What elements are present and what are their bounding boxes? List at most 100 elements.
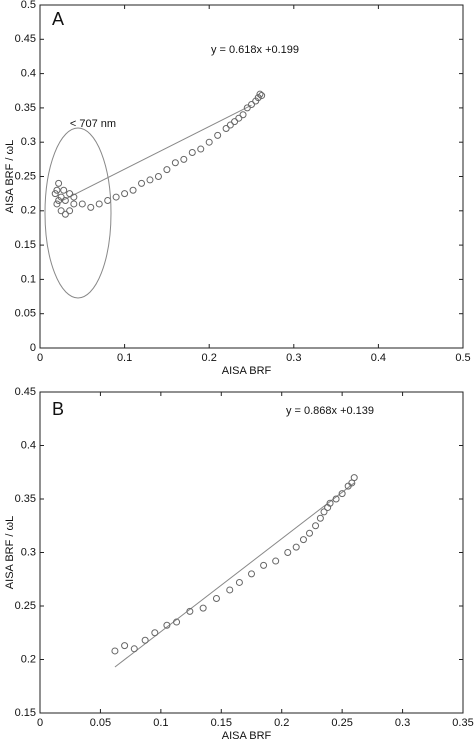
data-point	[53, 200, 61, 208]
data-point	[51, 190, 59, 198]
data-point	[199, 604, 207, 612]
y-tick-label: 0.35	[15, 102, 36, 114]
data-point	[61, 197, 69, 205]
data-point	[205, 138, 213, 146]
data-point	[66, 207, 74, 215]
data-point	[57, 207, 65, 215]
y-tick-label: 0.05	[15, 308, 36, 320]
y-tick-label: 0.3	[21, 546, 36, 558]
fit-line	[114, 482, 355, 668]
data-point	[53, 186, 61, 194]
data-point	[78, 200, 86, 208]
data-point	[151, 629, 159, 637]
data-point	[214, 131, 222, 139]
data-point	[112, 193, 120, 201]
y-tick-label: 0.15	[15, 239, 36, 251]
data-point	[348, 479, 356, 487]
x-tick-label: 0.35	[452, 717, 473, 729]
x-tick-label: 0.2	[202, 352, 217, 364]
panel-label: B	[52, 399, 64, 419]
x-tick-label: 0	[37, 717, 43, 729]
data-point	[272, 557, 280, 565]
y-tick-label: 0.2	[21, 205, 36, 217]
y-tick-label: 0.5	[21, 0, 36, 11]
data-point	[121, 642, 129, 650]
data-point	[163, 621, 171, 629]
y-tick-label: 0.1	[21, 273, 36, 285]
data-point	[129, 186, 137, 194]
data-point	[163, 166, 171, 174]
y-tick-label: 0.3	[21, 136, 36, 148]
data-point	[260, 561, 268, 569]
data-point	[146, 176, 154, 184]
annotation: y = 0.618x +0.199	[211, 44, 299, 56]
y-tick-label: 0.25	[15, 170, 36, 182]
x-tick-label: 0.05	[90, 717, 111, 729]
y-tick-label: 0.4	[21, 68, 36, 80]
data-point	[248, 570, 255, 578]
data-point	[104, 197, 112, 205]
plot-frame	[39, 4, 464, 349]
y-tick-label: 0.4	[21, 439, 36, 451]
data-point	[111, 647, 119, 655]
data-point	[258, 92, 266, 100]
data-point	[55, 179, 63, 187]
data-point	[141, 636, 149, 644]
fit-line	[60, 104, 252, 202]
y-tick-label: 0.15	[15, 707, 36, 719]
data-point	[130, 645, 138, 653]
data-point	[212, 595, 220, 603]
annotation: y = 0.868x +0.139	[286, 405, 374, 417]
x-tick-label: 0.5	[455, 352, 470, 364]
panel-label: A	[52, 9, 64, 29]
data-point	[299, 536, 307, 544]
data-point	[138, 179, 146, 187]
data-point	[284, 549, 292, 556]
x-tick-label: 0.15	[211, 717, 232, 729]
data-point	[235, 578, 243, 586]
data-point	[256, 90, 264, 98]
data-point	[95, 200, 103, 208]
data-point	[121, 190, 129, 198]
data-point	[226, 121, 234, 129]
data-point	[235, 114, 243, 122]
data-point	[171, 159, 179, 167]
data-point	[173, 618, 181, 626]
x-tick-label: 0.2	[274, 717, 289, 729]
highlight-ellipse	[44, 127, 112, 299]
y-tick-label: 0.25	[15, 600, 36, 612]
data-point	[87, 203, 95, 211]
x-tick-label: 0.3	[286, 352, 301, 364]
x-tick-label: 0.1	[117, 352, 132, 364]
y-tick-label: 0.45	[15, 33, 36, 45]
data-point	[226, 586, 234, 594]
x-tick-label: 0.3	[395, 717, 410, 729]
x-tick-label: 0	[37, 352, 43, 364]
y-axis-label: AISA BRF / ωL	[4, 140, 16, 213]
data-point	[197, 145, 205, 153]
data-point	[61, 210, 69, 218]
x-tick-label: 0.1	[153, 717, 168, 729]
data-point	[55, 197, 63, 205]
y-tick-label: 0.45	[15, 386, 36, 398]
data-point	[338, 490, 346, 498]
x-axis-label: AISA BRF	[222, 730, 272, 742]
data-point	[292, 543, 300, 551]
data-point	[180, 155, 188, 163]
data-point	[188, 148, 196, 156]
y-tick-label: 0.35	[15, 493, 36, 505]
data-point	[70, 193, 78, 201]
data-point	[306, 529, 314, 537]
plot-frame	[39, 391, 464, 714]
data-point	[186, 607, 194, 615]
data-point	[66, 190, 74, 198]
data-point	[248, 100, 255, 108]
data-point	[320, 508, 328, 516]
annotation: < 707 nm	[70, 118, 116, 130]
data-point	[312, 522, 320, 530]
data-point	[60, 186, 68, 194]
data-point	[154, 173, 162, 180]
data-point	[254, 94, 262, 102]
y-tick-label: 0	[30, 342, 36, 354]
